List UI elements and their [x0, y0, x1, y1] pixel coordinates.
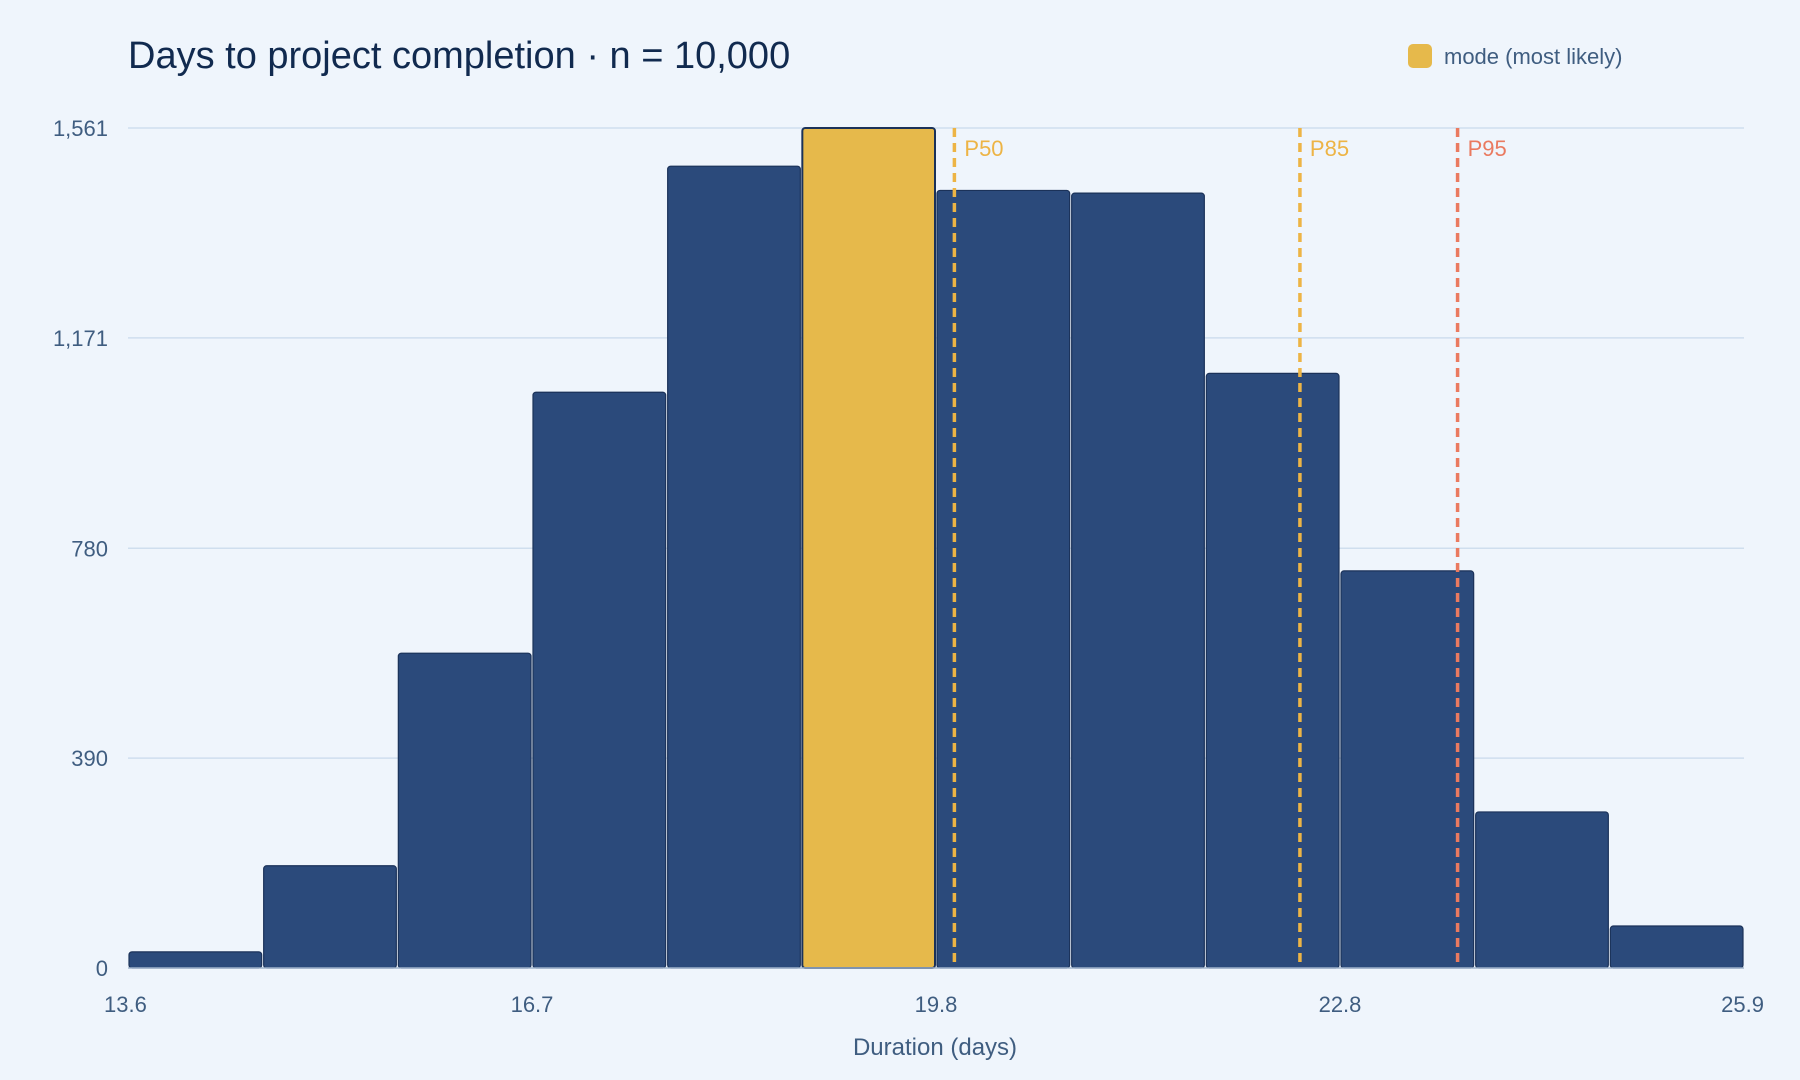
- y-tick-label: 1,561: [53, 116, 108, 141]
- histogram-bar: [1071, 192, 1205, 969]
- reference-label-p50: P50: [964, 136, 1003, 161]
- x-tick-label: 16.7: [511, 992, 554, 1017]
- x-tick-label: 13.6: [104, 992, 147, 1017]
- histogram-bar-mode: [801, 127, 936, 969]
- histogram-bar: [1340, 570, 1475, 969]
- histogram-bar: [397, 652, 532, 969]
- chart-title: Days to project completion · n = 10,000: [128, 35, 790, 77]
- histogram-bar: [1609, 925, 1744, 969]
- histogram-bar: [532, 391, 667, 969]
- y-tick-label: 780: [71, 536, 108, 561]
- histogram-bar: [1205, 372, 1340, 969]
- y-tick-label: 0: [96, 956, 108, 981]
- reference-label-p95: P95: [1468, 136, 1507, 161]
- x-tick-label: 22.8: [1319, 992, 1362, 1017]
- histogram-bar: [667, 165, 801, 969]
- legend-swatch-mode: [1408, 44, 1432, 68]
- reference-lines: P50 P85 P95: [952, 128, 1507, 962]
- histogram-bar: [128, 951, 263, 969]
- y-tick-label: 390: [71, 746, 108, 771]
- legend: mode (most likely): [1408, 44, 1622, 69]
- histogram-bar: [263, 865, 397, 969]
- x-tick-label: 19.8: [915, 992, 958, 1017]
- legend-label-mode: mode (most likely): [1444, 44, 1622, 69]
- bars: [128, 127, 1744, 969]
- x-axis-label: Duration (days): [853, 1034, 1017, 1061]
- y-axis-ticks: 0 390 780 1,171 1,561: [53, 116, 108, 981]
- reference-label-p85: P85: [1310, 136, 1349, 161]
- histogram-bar: [936, 189, 1071, 969]
- x-tick-label: 25.9: [1721, 992, 1764, 1017]
- y-tick-label: 1,171: [53, 326, 108, 351]
- histogram-bar: [1475, 811, 1609, 969]
- x-axis-ticks: 13.6 16.7 19.8 22.8 25.9: [104, 992, 1764, 1017]
